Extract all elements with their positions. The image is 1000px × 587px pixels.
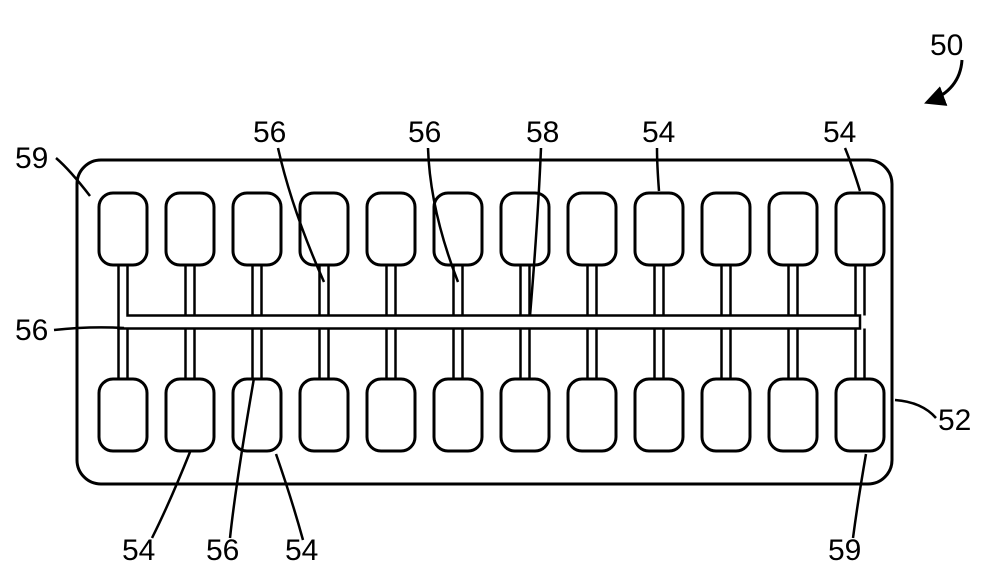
refnum-59-0: 59 xyxy=(15,142,48,175)
block-bottom-11 xyxy=(836,379,884,451)
leader-54-7 xyxy=(152,452,190,538)
patent-diagram: 50 59 56 56 58 54 54 56 54 56 54 59 52 xyxy=(0,0,1000,587)
refnum-52-11: 52 xyxy=(938,404,971,437)
branch-bottom-3 xyxy=(320,329,329,380)
branch-top-2 xyxy=(253,265,262,316)
block-bottom-9 xyxy=(702,379,750,451)
block-top-4 xyxy=(367,193,415,265)
branch-bottom-1 xyxy=(186,329,195,380)
refnum-54-4: 54 xyxy=(642,116,675,149)
block-top-1 xyxy=(166,193,214,265)
block-bottom-8 xyxy=(635,379,683,451)
refnum-56-8: 56 xyxy=(206,534,239,567)
branch-top-7 xyxy=(588,265,597,316)
branch-bottom-5 xyxy=(454,329,463,380)
branch-top-6 xyxy=(521,265,530,316)
branch-top-8 xyxy=(655,265,664,316)
branch-top-1 xyxy=(186,265,195,316)
refnum-54-5: 54 xyxy=(823,116,856,149)
branch-bottom-9 xyxy=(722,329,731,380)
refnum-59-10: 59 xyxy=(828,534,861,567)
leader-54-9 xyxy=(276,454,303,540)
block-bottom-3 xyxy=(300,379,348,451)
refnum-54-9: 54 xyxy=(285,534,318,567)
branch-bottom-4 xyxy=(387,329,396,380)
block-top-10 xyxy=(769,193,817,265)
block-top-7 xyxy=(568,193,616,265)
refnum-56-1: 56 xyxy=(253,116,286,149)
branch-top-10 xyxy=(789,265,798,316)
branch-top-9 xyxy=(722,265,731,316)
leader-52-11 xyxy=(895,400,936,418)
leader-54-5 xyxy=(845,148,860,191)
block-bottom-6 xyxy=(501,379,549,451)
main-channel-58 xyxy=(119,265,861,329)
figure-number-label: 50 xyxy=(930,29,963,62)
leader-56-6 xyxy=(54,327,124,330)
block-top-9 xyxy=(702,193,750,265)
branch-bottom-0 xyxy=(119,329,128,380)
branch-bottom-10 xyxy=(789,329,798,380)
block-bottom-4 xyxy=(367,379,415,451)
block-top-0 xyxy=(99,193,147,265)
branch-bottom-7 xyxy=(588,329,597,380)
block-top-11 xyxy=(836,193,884,265)
leader-59-10 xyxy=(853,454,866,538)
branch-bottom-11 xyxy=(856,329,865,380)
block-bottom-10 xyxy=(769,379,817,451)
refnum-54-7: 54 xyxy=(122,534,155,567)
branch-bottom-6 xyxy=(521,329,530,380)
block-bottom-1 xyxy=(166,379,214,451)
block-bottom-5 xyxy=(434,379,482,451)
block-bottom-2 xyxy=(233,379,281,451)
branch-top-11 xyxy=(856,265,865,316)
leader-54-4 xyxy=(657,148,659,191)
block-top-3 xyxy=(300,193,348,265)
branch-bottom-2 xyxy=(253,329,262,380)
refnum-56-6: 56 xyxy=(15,314,48,347)
refnum-58-3: 58 xyxy=(526,116,559,149)
block-top-8 xyxy=(635,193,683,265)
block-bottom-7 xyxy=(568,379,616,451)
leader-59-0 xyxy=(56,158,90,196)
leader-58-3 xyxy=(530,148,541,316)
figure-number-arrow xyxy=(928,60,962,102)
block-top-2 xyxy=(233,193,281,265)
branch-bottom-8 xyxy=(655,329,664,380)
block-top-6 xyxy=(501,193,549,265)
branch-top-4 xyxy=(387,265,396,316)
block-bottom-0 xyxy=(99,379,147,451)
refnum-56-2: 56 xyxy=(408,116,441,149)
